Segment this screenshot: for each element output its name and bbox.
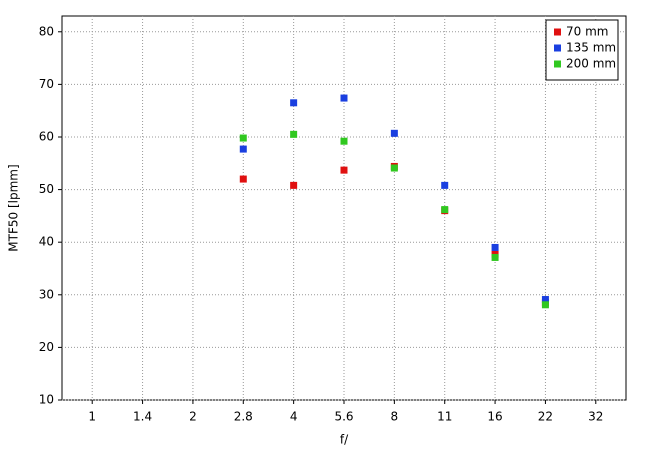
legend-label: 135 mm: [566, 41, 616, 55]
x-tick-label: 11: [437, 410, 452, 424]
y-tick-label: 20: [39, 340, 54, 354]
y-tick-label: 70: [39, 77, 54, 91]
x-tick-label: 2.8: [234, 410, 253, 424]
point: [491, 253, 499, 261]
y-tick-label: 50: [39, 182, 54, 196]
y-tick-label: 80: [39, 24, 54, 38]
legend-swatch: [554, 28, 561, 36]
point: [340, 166, 348, 174]
point: [441, 206, 449, 214]
legend: 70 mm 135 mm 200 mm: [545, 19, 619, 81]
legend-label: 200 mm: [566, 57, 616, 71]
point: [441, 181, 449, 189]
point: [290, 181, 298, 189]
legend-swatch: [554, 60, 561, 68]
y-tick-label: 60: [39, 129, 54, 143]
point: [290, 99, 298, 107]
x-tick-label: 22: [538, 410, 553, 424]
x-tick-label: 16: [487, 410, 502, 424]
x-tick-label: 4: [290, 410, 298, 424]
point: [239, 134, 247, 142]
x-tick-label: 1.4: [133, 410, 152, 424]
legend-swatch: [554, 44, 561, 52]
point: [541, 296, 549, 304]
legend-label: 70 mm: [566, 25, 608, 39]
point: [290, 130, 298, 138]
point: [239, 175, 247, 183]
point: [239, 145, 247, 153]
x-tick-label: 8: [391, 410, 399, 424]
x-tick-label: 5.6: [334, 410, 353, 424]
y-tick-label: 40: [39, 235, 54, 249]
point: [340, 94, 348, 102]
point: [340, 137, 348, 145]
x-tick-label: 2: [189, 410, 197, 424]
point: [390, 164, 398, 172]
y-tick-label: 30: [39, 287, 54, 301]
point: [541, 301, 549, 309]
point: [390, 129, 398, 137]
x-tick-label: 32: [588, 410, 603, 424]
y-tick-label: 10: [39, 393, 54, 407]
x-tick-label: 1: [88, 410, 96, 424]
x-axis-label: f/: [340, 433, 349, 447]
y-axis-label: MTF50 [lpmm]: [7, 164, 21, 251]
point: [491, 243, 499, 251]
